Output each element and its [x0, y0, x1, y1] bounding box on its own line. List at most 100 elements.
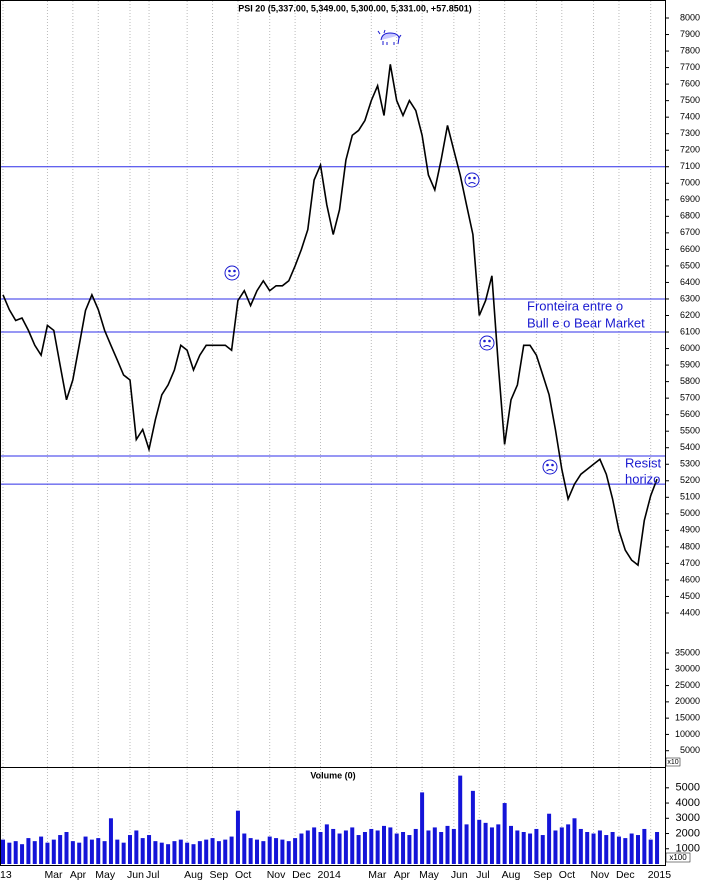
y2-tick-label: 35000	[675, 647, 700, 657]
volume-bar	[432, 827, 437, 864]
volume-bar	[83, 836, 88, 864]
volume-bar	[407, 835, 412, 864]
volume-bar	[204, 839, 209, 864]
volume-bar	[648, 839, 653, 864]
volume-bar	[32, 841, 37, 864]
volume-bar	[382, 825, 386, 864]
volume-bar	[223, 839, 228, 864]
grid	[2, 1, 652, 866]
y-tick-label: 6700	[680, 227, 700, 237]
volume-bar	[39, 836, 44, 864]
y-tick-label: 5100	[680, 492, 700, 502]
y-tick-label: 7500	[680, 95, 700, 105]
volume-bar	[235, 810, 240, 864]
volume-bar	[216, 841, 221, 864]
emoticons	[224, 29, 558, 475]
x-tick-label: Apr	[70, 869, 87, 881]
price-panel: Fronteira entre o Bull e o Bear Market Res…	[0, 64, 665, 567]
y-tick-label: 6900	[680, 194, 700, 204]
volume-bar	[375, 830, 380, 864]
annotation: Fronteira entre o	[527, 298, 623, 313]
volume-bar	[134, 830, 139, 864]
bull-icon	[377, 29, 402, 45]
volume-bar	[140, 838, 145, 864]
volume-bar	[566, 824, 571, 864]
volume-bar	[197, 841, 202, 864]
y-tick-label: 2000	[676, 827, 700, 839]
x-tick-label: May	[95, 869, 116, 881]
volume-bar	[591, 833, 596, 864]
volume-bar	[229, 836, 234, 864]
x-tick-label: Dec	[292, 869, 311, 881]
x-tick-label: Aug	[502, 869, 521, 881]
volume-bar	[280, 839, 285, 864]
volume-bar	[362, 832, 367, 864]
volume-bar	[286, 841, 291, 864]
smiley	[224, 265, 240, 281]
y-tick-label: 4900	[680, 525, 700, 535]
volume-bar	[426, 830, 431, 864]
volume-bar	[369, 828, 374, 864]
axes: 13 Mar Apr May Jun Jul Aug Sep Oct Nov Dec 2014 Mar A…	[0, 12, 700, 880]
y2-unit: x10	[667, 759, 678, 766]
x-tick-label: Mar	[368, 869, 387, 881]
volume-bar	[629, 833, 634, 864]
volume-bar	[331, 828, 336, 864]
volume-bar	[242, 833, 247, 864]
y-tick-label: 7700	[680, 62, 700, 72]
volume-bar	[477, 819, 482, 864]
frown	[479, 335, 495, 351]
y2-tick-label: 25000	[675, 680, 700, 690]
volume-bar	[293, 838, 298, 864]
x-tick-label: Oct	[235, 869, 251, 881]
y-tick-label: 5900	[680, 359, 700, 369]
volume-bar	[636, 835, 640, 864]
volume-bar	[394, 833, 399, 864]
volume-bar	[439, 832, 444, 864]
volume-bar	[483, 822, 488, 864]
y-tick-label: 6600	[680, 244, 700, 254]
y-tick-label: 5700	[680, 393, 700, 403]
volume-bar	[121, 842, 126, 864]
volume-bar	[13, 841, 18, 864]
volume-bar	[172, 841, 177, 864]
y2-tick-label: 20000	[675, 696, 700, 706]
y-tick-label: 5000	[680, 508, 700, 518]
y-tick-label: 6200	[680, 310, 700, 320]
volume-bar	[553, 830, 558, 864]
y2-tick-label: 10000	[675, 729, 700, 739]
volume-bar	[458, 775, 463, 864]
x-tick-label: Jun	[127, 869, 144, 881]
volume-bar	[464, 824, 469, 864]
x-tick-label: 2015	[648, 869, 672, 881]
y-tick-label: 5500	[680, 426, 700, 436]
volume-bar	[7, 842, 12, 864]
volume-bar	[502, 803, 507, 864]
volume-bar	[178, 839, 183, 864]
y-tick-label: 6500	[680, 260, 700, 270]
volume-bar	[655, 832, 660, 864]
volume-bar	[153, 841, 158, 864]
y-tick-label: 7300	[680, 128, 700, 138]
volume-bar	[540, 835, 545, 864]
volume-bar	[147, 835, 152, 864]
volume-bar	[299, 833, 304, 864]
volume-bar	[343, 830, 348, 864]
y-tick-label: 4000	[676, 797, 700, 809]
volume-bar	[274, 838, 279, 864]
volume-bar	[70, 841, 75, 864]
y-tick-label: 4600	[680, 574, 700, 584]
volume-bar	[642, 828, 647, 864]
volume-bar	[388, 827, 393, 864]
volume-bar	[413, 828, 418, 864]
x-tick-label: Mar	[44, 869, 63, 881]
volume-bar	[623, 838, 628, 864]
y-tick-label: 5800	[680, 376, 700, 386]
y-tick-label: 5300	[680, 459, 700, 469]
volume-bar	[585, 832, 590, 864]
volume-bar	[470, 790, 475, 864]
y-tick-label: 4500	[680, 591, 700, 601]
y-tick-label: 8000	[680, 12, 700, 22]
